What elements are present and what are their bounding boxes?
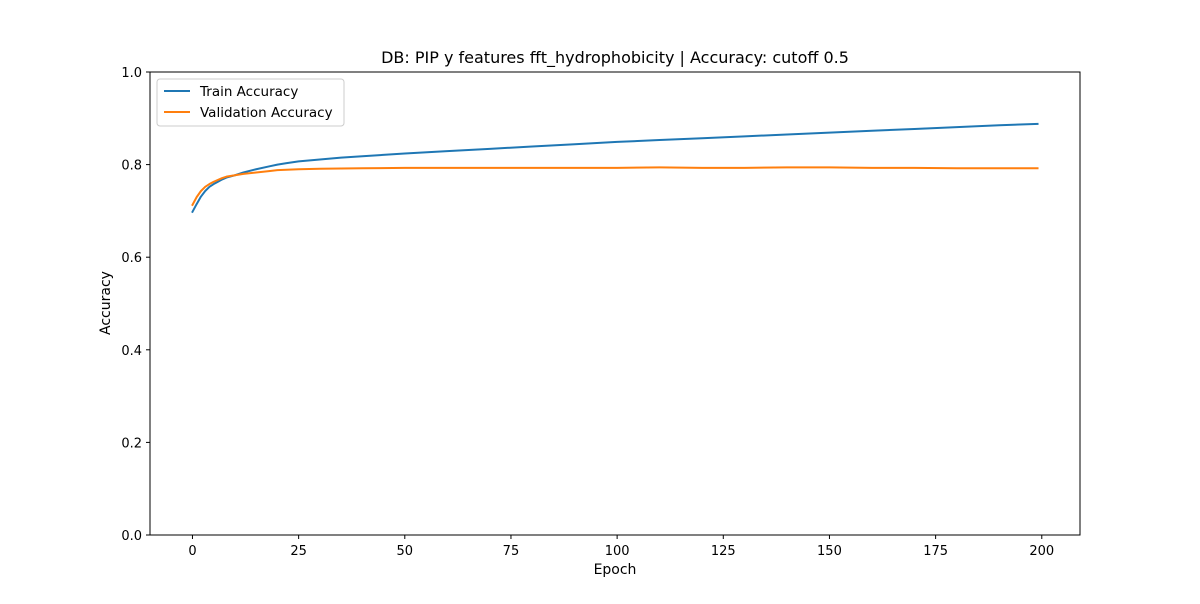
- y-axis-label: Accuracy: [98, 271, 114, 335]
- y-tick-label: 0.6: [121, 251, 142, 266]
- x-tick-label: 175: [923, 544, 948, 559]
- x-tick-label: 25: [290, 544, 307, 559]
- y-tick-label: 0.2: [121, 436, 142, 451]
- legend: Train Accuracy Validation Accuracy: [156, 78, 345, 127]
- legend-box: [156, 78, 345, 127]
- y-tick-label: 0.0: [121, 529, 142, 544]
- x-tick-label: 125: [711, 544, 736, 559]
- x-tick-label: 0: [188, 544, 196, 559]
- y-tick-label: 1.0: [121, 66, 142, 81]
- y-tick-label: 0.4: [121, 344, 142, 359]
- axes-frame: [149, 71, 1081, 536]
- x-tick-label: 150: [817, 544, 842, 559]
- chart-title: DB: PIP y features fft_hydrophobicity | …: [381, 48, 849, 68]
- legend-label-1: Train Accuracy: [199, 84, 298, 100]
- x-tick-label: 100: [605, 544, 630, 559]
- x-axis-label: Epoch: [594, 562, 637, 578]
- axes: 0 25 50 75 100 125 150 175 200 0.0 0.2 0.4 0.6 0.8 1.0: [121, 66, 1081, 559]
- legend-label-2: Validation Accuracy: [200, 105, 333, 121]
- plot-area: [191, 122, 1039, 214]
- x-tick-label: 75: [503, 544, 520, 559]
- x-tick-label: 50: [397, 544, 414, 559]
- series-line-1: [191, 122, 1039, 214]
- x-tick-label: 200: [1029, 544, 1054, 559]
- y-tick-label: 0.8: [121, 159, 142, 174]
- series-line-2: [191, 166, 1039, 207]
